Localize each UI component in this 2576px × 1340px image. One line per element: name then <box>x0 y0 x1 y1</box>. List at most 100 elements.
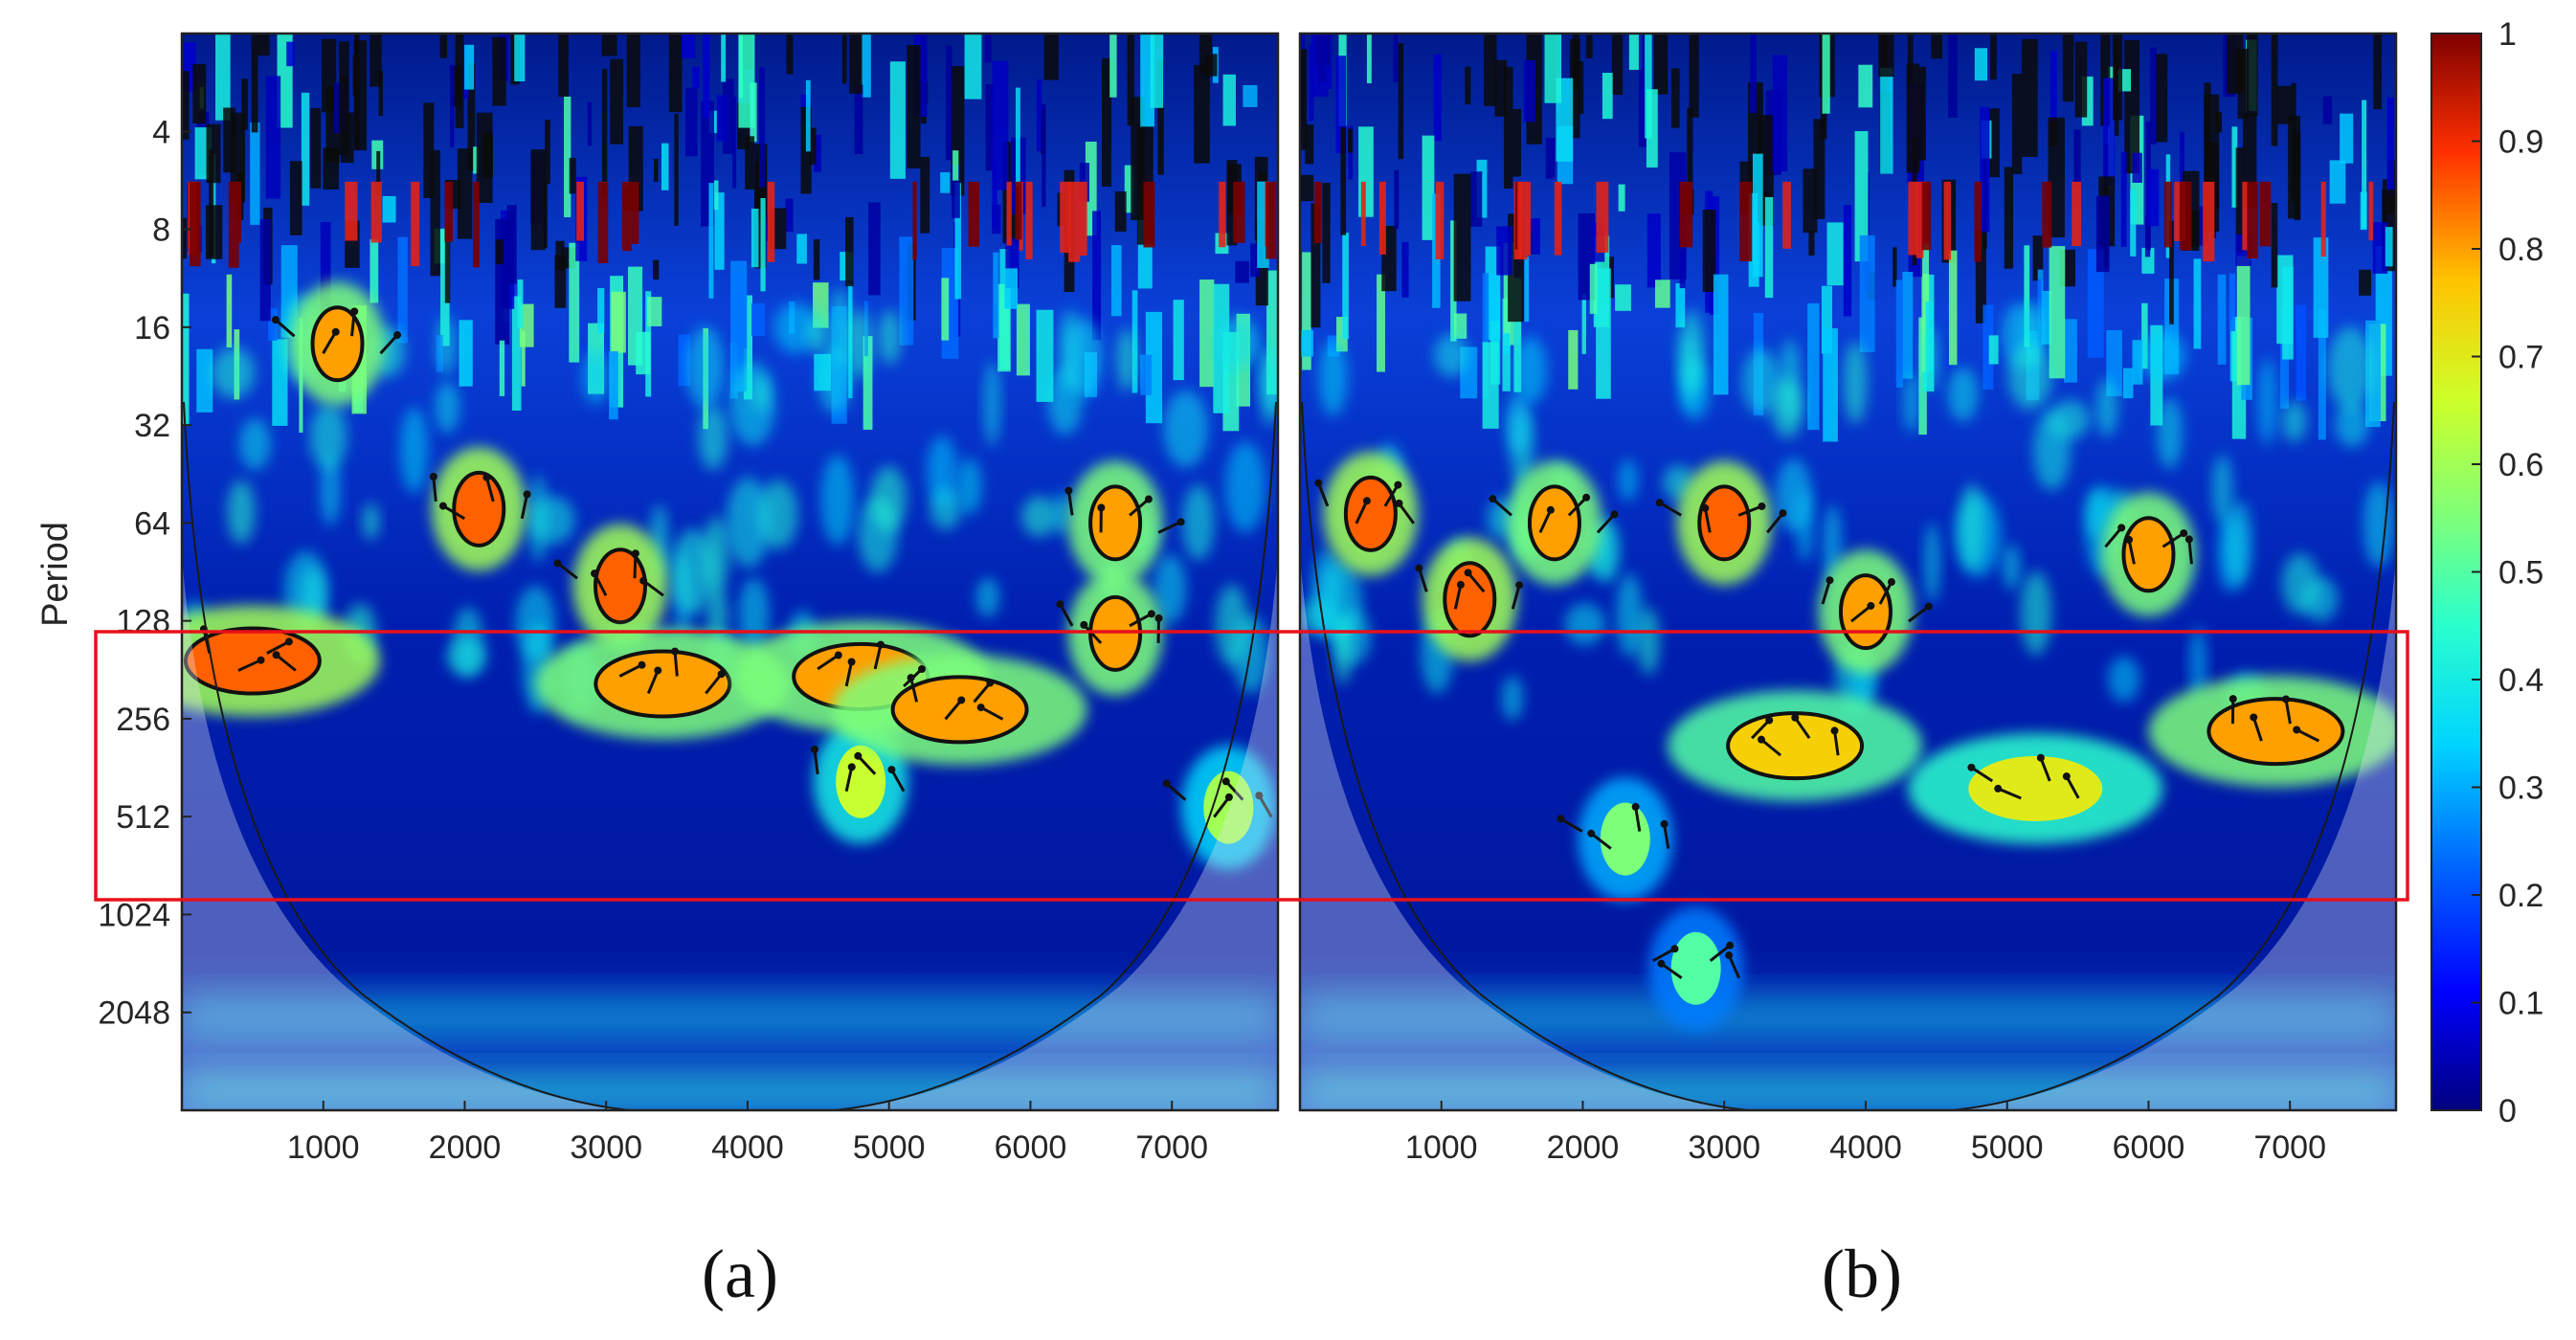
texture-red-streak <box>1908 181 1918 256</box>
phase-arrow-head <box>2180 529 2188 538</box>
texture-ridge <box>1924 523 1940 603</box>
texture-streak <box>554 255 567 308</box>
x-tick-label: 1000 <box>1405 1129 1478 1166</box>
texture-streak <box>1596 268 1611 399</box>
texture-streak <box>2329 160 2346 204</box>
coherence-region <box>1600 802 1650 876</box>
texture-ridge <box>2107 656 2140 703</box>
colorbar-tick-label: 0.8 <box>2498 232 2543 268</box>
phase-arrow-head <box>2281 695 2290 704</box>
texture-red-streak <box>236 181 241 243</box>
highlight-box <box>94 630 2409 902</box>
texture-streak <box>668 34 683 113</box>
texture-streak <box>1004 268 1019 309</box>
texture-ridge <box>1678 310 1705 393</box>
texture-streak <box>1585 34 1593 58</box>
panel-b-bottom-band <box>1300 1072 2396 1110</box>
phase-arrow-head <box>1154 614 1163 622</box>
texture-streak <box>2048 117 2065 238</box>
texture-ridge <box>453 607 483 677</box>
phase-arrow-head <box>1224 793 1233 801</box>
texture-streak <box>2276 85 2293 124</box>
texture-streak <box>2156 54 2168 143</box>
texture-streak <box>1114 190 1127 232</box>
texture-streak <box>601 68 608 199</box>
texture-streak <box>1300 329 1313 357</box>
texture-streak <box>1358 126 1374 217</box>
panel-b-coi-shade <box>1300 555 1779 1110</box>
texture-streak <box>1893 247 1897 287</box>
panel-a-bottom-band <box>182 1072 1278 1110</box>
texture-streak <box>1826 222 1844 286</box>
texture-red-streak <box>968 181 979 247</box>
texture-streak <box>444 222 451 303</box>
texture-streak <box>430 149 440 277</box>
texture-ridge <box>1618 458 1638 502</box>
texture-ridge <box>870 466 907 532</box>
texture-red-streak <box>1525 181 1532 257</box>
texture-streak <box>506 205 517 284</box>
texture-streak <box>1523 59 1536 123</box>
phase-arrow <box>1709 944 1732 962</box>
phase-arrow-head <box>638 660 646 669</box>
colorbar-tick-label: 0.4 <box>2498 662 2543 699</box>
texture-streak <box>1581 294 1586 354</box>
phase-arrow-head <box>2036 753 2045 762</box>
texture-red-streak <box>444 181 453 242</box>
texture-streak <box>1340 126 1347 235</box>
texture-ridge <box>1505 393 1530 455</box>
texture-streak <box>376 150 381 197</box>
phase-arrow <box>1833 730 1840 756</box>
texture-ridge <box>1224 441 1266 533</box>
phase-arrow <box>556 562 578 580</box>
texture-streak <box>2318 309 2326 440</box>
panel-a-y-ticks: 4 8 16 32 64 128 256 512 1024 2048 <box>98 114 191 1032</box>
texture-streak <box>1989 108 2000 178</box>
phase-arrow <box>1355 500 1369 525</box>
texture-streak <box>845 216 854 287</box>
phase-arrow <box>2162 531 2185 548</box>
phase-arrow <box>633 553 638 579</box>
phase-arrow-head <box>1144 495 1153 503</box>
texture-streak <box>226 274 233 348</box>
texture-streak <box>1322 182 1331 283</box>
texture-streak <box>1611 34 1624 96</box>
texture-streak <box>251 34 258 133</box>
texture-streak <box>1226 160 1238 246</box>
texture-streak <box>1702 210 1716 292</box>
texture-streak <box>310 107 322 189</box>
phase-arrow-head <box>1064 486 1073 495</box>
texture-streak <box>2360 191 2367 231</box>
texture-ridge <box>1771 378 1803 438</box>
texture-streak <box>1752 153 1763 278</box>
y-tick-label: 8 <box>152 212 170 249</box>
phase-arrow-head <box>1826 576 1834 585</box>
texture-streak <box>1569 38 1580 139</box>
y-tick-label: 32 <box>134 408 170 444</box>
texture-streak <box>2132 340 2143 385</box>
y-tick-label: 512 <box>116 799 170 836</box>
texture-streak <box>674 113 679 226</box>
texture-streak <box>2024 245 2030 347</box>
texture-streak <box>569 157 576 194</box>
phase-arrow <box>1660 962 1683 980</box>
texture-ridge <box>1116 328 1137 391</box>
phase-arrow <box>484 477 495 502</box>
phase-arrow-head <box>1395 499 1403 507</box>
texture-streak <box>1858 64 1873 108</box>
x-tick-label: 7000 <box>2253 1129 2326 1166</box>
panel-b-lowfreq-band <box>1300 995 2396 1038</box>
phase-arrow-head <box>1587 829 1596 838</box>
texture-streak <box>1145 311 1163 424</box>
texture-streak <box>1822 34 1830 114</box>
phase-arrow-head <box>553 559 562 568</box>
texture-streak <box>182 71 190 140</box>
texture-streak <box>521 330 526 387</box>
texture-streak <box>1433 54 1442 142</box>
phase-arrow-head <box>877 640 885 649</box>
texture-ridge <box>706 589 728 642</box>
phase-arrow-head <box>350 307 359 316</box>
texture-streak <box>940 172 951 193</box>
texture-streak <box>2050 121 2058 146</box>
texture-streak <box>786 34 794 75</box>
